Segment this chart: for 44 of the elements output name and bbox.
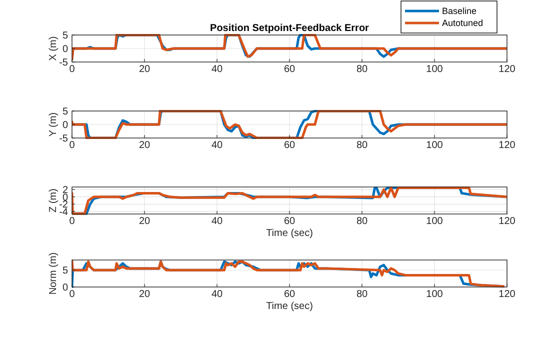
x-tick-label: 120 <box>498 216 516 227</box>
x-tick-label: 120 <box>498 140 516 151</box>
x-tick-label: 0 <box>69 216 76 227</box>
legend-label: Baseline <box>442 6 477 16</box>
x-tick-label: 80 <box>356 289 368 300</box>
x-tick-label: 80 <box>356 140 368 151</box>
x-tick-label: 0 <box>69 140 76 151</box>
y-tick-label: 0 <box>62 120 68 131</box>
y-axis-title: Y (m) <box>48 112 59 137</box>
x-tick-label: 60 <box>284 64 296 75</box>
x-tick-label: 0 <box>69 64 76 75</box>
x-tick-label: 120 <box>498 64 516 75</box>
y-tick-label: 5 <box>62 30 68 42</box>
y-tick-label: 0 <box>62 44 68 55</box>
x-tick-label: 0 <box>69 289 76 300</box>
y-tick-label: -5 <box>59 134 68 144</box>
x-tick-label: 100 <box>426 289 444 300</box>
x-tick-label: 60 <box>284 289 296 300</box>
y-tick-label: 5 <box>62 106 68 118</box>
x-tick-label: 80 <box>356 64 368 75</box>
chart-title: Position Setpoint-Feedback Error <box>210 23 370 34</box>
x-tick-label: 20 <box>138 64 150 75</box>
x-tick-label: 40 <box>211 140 223 151</box>
x-tick-label: 20 <box>138 289 150 300</box>
x-tick-label: 60 <box>284 216 296 227</box>
x-axis-title: Time (sec) <box>266 228 313 239</box>
x-tick-label: 20 <box>138 216 150 227</box>
x-tick-label: 40 <box>211 216 223 227</box>
x-tick-label: 40 <box>211 289 223 300</box>
x-tick-label: 100 <box>426 64 444 75</box>
y-tick-label: 5 <box>62 266 68 277</box>
y-axis-title: X (m) <box>48 36 59 61</box>
x-tick-label: 120 <box>498 289 516 300</box>
x-tick-label: 20 <box>138 140 150 151</box>
x-tick-label: 100 <box>426 140 444 151</box>
x-tick-label: 80 <box>356 216 368 227</box>
x-tick-label: 60 <box>284 140 296 151</box>
y-axis-title: Norm (m) <box>48 252 59 295</box>
x-axis-title: Time (sec) <box>266 301 313 312</box>
y-tick-label: -5 <box>59 58 68 68</box>
y-axis-title: Z (m) <box>48 188 59 212</box>
x-tick-label: 40 <box>211 64 223 75</box>
x-tick-label: 100 <box>426 216 444 227</box>
legend-label: Autotuned <box>442 18 484 28</box>
